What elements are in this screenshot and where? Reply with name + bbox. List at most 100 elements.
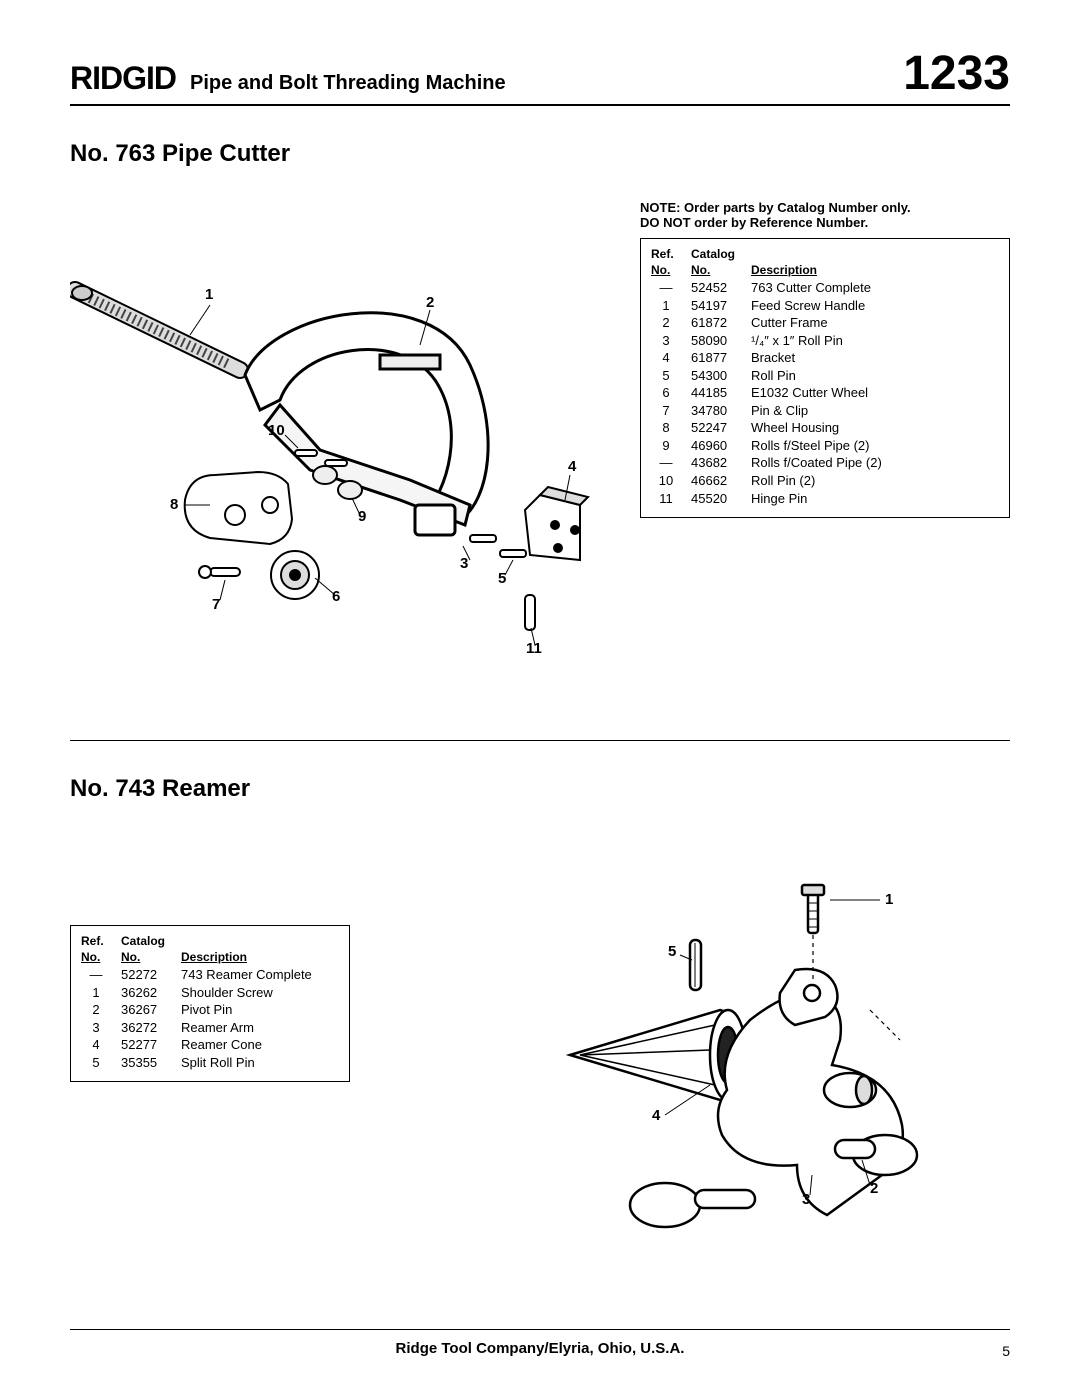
cell-cat: 36262 [121, 984, 181, 1002]
page-footer: Ridge Tool Company/Elyria, Ohio, U.S.A. [70, 1329, 1010, 1357]
cell-ref: — [651, 279, 691, 297]
cell-ref: 8 [651, 419, 691, 437]
callout-2: 2 [426, 294, 434, 311]
cell-desc: Roll Pin (2) [751, 472, 999, 490]
callout-6: 6 [332, 588, 340, 605]
callout-4: 4 [568, 458, 576, 475]
cell-cat: 46662 [691, 472, 751, 490]
cell-ref: — [651, 454, 691, 472]
cell-cat: 44185 [691, 384, 751, 402]
cell-ref: 4 [651, 349, 691, 367]
table-row: 644185E1032 Cutter Wheel [651, 384, 999, 402]
cell-ref: 2 [651, 314, 691, 332]
table-row: 154197Feed Screw Handle [651, 297, 999, 315]
table-row: 1145520Hinge Pin [651, 490, 999, 508]
page-header: RIDGID Pipe and Bolt Threading Machine 1… [70, 50, 1010, 106]
cell-desc: Pin & Clip [751, 402, 999, 420]
section2-tbody: —52272743 Reamer Complete136262Shoulder … [81, 966, 339, 1071]
table-row: 336272Reamer Arm [81, 1019, 339, 1037]
cell-desc: Rolls f/Steel Pipe (2) [751, 437, 999, 455]
cell-cat: 52247 [691, 419, 751, 437]
cell-ref: — [81, 966, 121, 984]
cell-desc: Rolls f/Coated Pipe (2) [751, 454, 999, 472]
section2-title: No. 743 Reamer [70, 775, 1010, 803]
col2-ref-bot: No. [81, 950, 121, 966]
cell-ref: 10 [651, 472, 691, 490]
section2: Ref. Catalog No. No. Description —522727… [70, 815, 1010, 1315]
cell-cat: 52277 [121, 1036, 181, 1054]
callout-10: 10 [268, 422, 285, 439]
cell-desc: Reamer Arm [181, 1019, 339, 1037]
col2-desc: Description [181, 950, 339, 966]
model-number: 1233 [903, 50, 1010, 98]
callout2-2: 2 [870, 1180, 878, 1197]
note-line2: DO NOT order by Reference Number. [640, 215, 868, 230]
table-row: 1046662Roll Pin (2) [651, 472, 999, 490]
col-desc: Description [751, 263, 999, 279]
cell-ref: 4 [81, 1036, 121, 1054]
callout2-1: 1 [885, 891, 893, 908]
col2-cat-top: Catalog [121, 934, 181, 950]
col2-cat-bot: No. [121, 950, 181, 966]
cell-ref: 6 [651, 384, 691, 402]
cell-cat: 52272 [121, 966, 181, 984]
callout-3: 3 [460, 555, 468, 572]
table-row: 852247Wheel Housing [651, 419, 999, 437]
section1-table-wrap: NOTE: Order parts by Catalog Number only… [640, 200, 1010, 518]
cell-cat: 54197 [691, 297, 751, 315]
cell-ref: 3 [81, 1019, 121, 1037]
brand-logo: RIDGID [70, 60, 176, 97]
table-row: 358090¹/₄″ x 1″ Roll Pin [651, 332, 999, 350]
cell-ref: 7 [651, 402, 691, 420]
table-row: —43682Rolls f/Coated Pipe (2) [651, 454, 999, 472]
cell-cat: 61877 [691, 349, 751, 367]
callout-8: 8 [170, 496, 178, 513]
callout2-3: 3 [802, 1191, 810, 1208]
callout2-5: 5 [668, 943, 676, 960]
cell-cat: 45520 [691, 490, 751, 508]
callout-5: 5 [498, 570, 506, 587]
col-ref-top: Ref. [651, 247, 691, 263]
reamer-diagram: 1 2 3 4 5 [550, 855, 950, 1275]
section1-parts-box: Ref. Catalog No. No. Description —524527… [640, 238, 1010, 518]
cell-ref: 5 [81, 1054, 121, 1072]
reamer-svg [550, 855, 950, 1275]
table-row: 946960Rolls f/Steel Pipe (2) [651, 437, 999, 455]
cell-cat: 36272 [121, 1019, 181, 1037]
product-title: Pipe and Bolt Threading Machine [190, 72, 506, 95]
cell-desc: 763 Cutter Complete [751, 279, 999, 297]
callout-1: 1 [205, 286, 213, 303]
col-ref-bot: No. [651, 263, 691, 279]
cell-cat: 58090 [691, 332, 751, 350]
cell-desc: Roll Pin [751, 367, 999, 385]
section2-table-wrap: Ref. Catalog No. No. Description —522727… [70, 925, 350, 1082]
table-row: 734780Pin & Clip [651, 402, 999, 420]
callout-11: 11 [526, 640, 542, 657]
table-row: 535355Split Roll Pin [81, 1054, 339, 1072]
cell-desc: Cutter Frame [751, 314, 999, 332]
footer-company: Ridge Tool Company/Elyria, Ohio, U.S.A. [396, 1340, 685, 1357]
cell-ref: 9 [651, 437, 691, 455]
cell-desc: E1032 Cutter Wheel [751, 384, 999, 402]
cell-ref: 3 [651, 332, 691, 350]
section2-parts-table: Ref. Catalog No. No. Description —522727… [81, 934, 339, 1071]
cell-ref: 1 [81, 984, 121, 1002]
cell-cat: 54300 [691, 367, 751, 385]
pipe-cutter-svg [70, 250, 630, 670]
page-number: 5 [1002, 1343, 1010, 1359]
cell-desc: 743 Reamer Complete [181, 966, 339, 984]
cell-cat: 34780 [691, 402, 751, 420]
section1-title: No. 763 Pipe Cutter [70, 140, 1010, 168]
section1-tbody: —52452763 Cutter Complete154197Feed Scre… [651, 279, 999, 507]
cell-desc: Reamer Cone [181, 1036, 339, 1054]
section2-parts-box: Ref. Catalog No. No. Description —522727… [70, 925, 350, 1082]
cell-desc: Split Roll Pin [181, 1054, 339, 1072]
callout-7: 7 [212, 596, 220, 613]
col-cat-top: Catalog [691, 247, 751, 263]
cell-ref: 2 [81, 1001, 121, 1019]
col-cat-bot: No. [691, 263, 751, 279]
section1-parts-table: Ref. Catalog No. No. Description —524527… [651, 247, 999, 507]
table-row: 261872Cutter Frame [651, 314, 999, 332]
callout-9: 9 [358, 508, 366, 525]
cell-desc: Pivot Pin [181, 1001, 339, 1019]
